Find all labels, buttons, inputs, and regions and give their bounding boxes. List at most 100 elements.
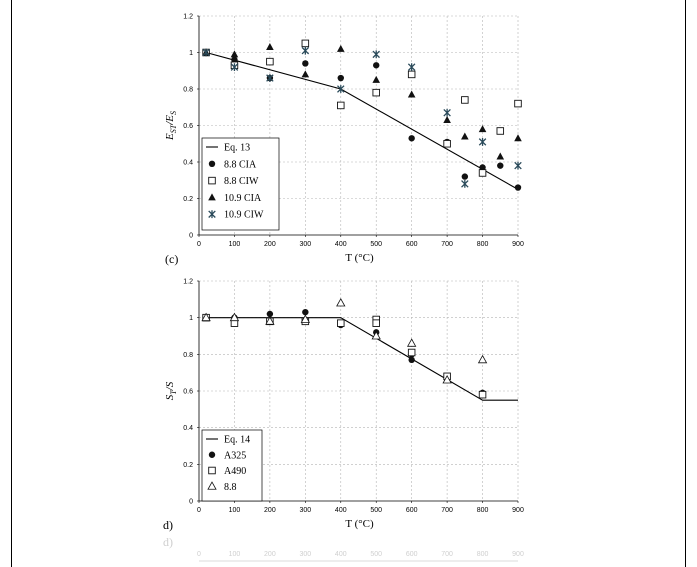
legend-label: Eq. 14 — [224, 435, 250, 446]
data-point — [336, 44, 345, 52]
x-tick-label: 200 — [264, 241, 276, 248]
data-point — [408, 356, 415, 364]
x-tick-label: 400 — [335, 507, 347, 514]
data-point — [478, 169, 487, 177]
data-point — [337, 74, 344, 82]
page-border-right — [685, 0, 686, 567]
y-tick-label: 0.2 — [183, 196, 193, 203]
x-axis-label: T (°C) — [345, 252, 374, 264]
data-point — [302, 308, 309, 316]
y-tick-label: 1.2 — [183, 14, 193, 21]
x-tick-label: 200 — [264, 507, 276, 514]
data-point — [496, 152, 505, 160]
legend-label: A490 — [224, 466, 246, 477]
legend-label: Eq. 13 — [224, 143, 250, 154]
x-tick-label: 300 — [299, 241, 311, 248]
ghost-tick-label: 700 — [441, 551, 453, 558]
data-point — [461, 96, 469, 104]
x-tick-label: 600 — [406, 241, 418, 248]
data-point — [372, 75, 381, 83]
data-point — [302, 60, 309, 67]
y-axis-label: ST/S — [164, 381, 178, 400]
data-point — [337, 85, 345, 93]
data-point — [478, 138, 487, 146]
data-point — [477, 354, 488, 364]
data-point — [514, 99, 522, 108]
ghost-tick-label: 800 — [477, 551, 489, 558]
data-point — [443, 108, 451, 117]
data-point — [407, 63, 416, 71]
x-tick-label: 0 — [197, 241, 201, 248]
y-tick-label: 0.4 — [183, 160, 193, 167]
legend-swatch — [208, 466, 216, 475]
data-point — [229, 312, 240, 322]
data-point — [497, 162, 504, 169]
panel-label: d) — [163, 518, 173, 532]
data-point — [479, 164, 486, 171]
y-tick-label: 0.8 — [183, 87, 193, 94]
x-tick-label: 900 — [512, 507, 524, 514]
y-tick-label: 1.2 — [183, 279, 193, 286]
legend-label: 8.8 — [224, 482, 237, 493]
data-point — [301, 70, 310, 78]
data-point — [266, 74, 274, 82]
ghost-tick-label: 400 — [335, 551, 347, 558]
data-point — [266, 57, 274, 66]
legend-label: 10.9 CIW — [224, 210, 264, 221]
x-tick-label: 700 — [441, 507, 453, 514]
ghost-tick-label: 600 — [406, 551, 418, 558]
data-point — [265, 316, 275, 325]
y-tick-label: 0 — [189, 233, 193, 240]
data-point — [442, 374, 452, 384]
ghost-tick-label: 900 — [512, 551, 524, 558]
data-point — [202, 48, 210, 57]
data-point — [230, 63, 239, 71]
legend-swatch — [208, 160, 216, 167]
y-tick-label: 1 — [189, 50, 193, 57]
x-tick-label: 700 — [441, 241, 453, 248]
chart-panel-1: 0 100 200 300 400 500 600 700 800 900 0 0.2 0.4 0.6 0.… — [164, 14, 524, 267]
y-tick-label: 0.4 — [183, 425, 193, 432]
y-tick-label: 0 — [189, 499, 193, 506]
y-tick-label: 0.8 — [183, 352, 193, 359]
y-tick-label: 0.6 — [183, 123, 193, 130]
x-tick-label: 500 — [370, 507, 382, 514]
x-tick-label: 800 — [477, 241, 489, 248]
data-point — [301, 46, 310, 55]
ghost-tick-label: 0 — [197, 551, 201, 558]
x-tick-label: 900 — [512, 241, 524, 248]
chart-panel-2: 0 100 200 300 400 500 600 700 800 900 0 0.2 0.4 0.6 0.… — [163, 279, 524, 533]
legend-label: A325 — [224, 450, 246, 461]
data-point — [372, 88, 380, 97]
legend-swatch — [207, 481, 217, 490]
legend-label: 8.8 CIA — [224, 159, 257, 170]
data-point — [496, 127, 505, 135]
x-tick-label: 500 — [370, 241, 382, 248]
x-tick-label: 800 — [477, 507, 489, 514]
data-point — [478, 390, 487, 399]
y-tick-label: 0.2 — [183, 462, 193, 469]
ghost-tick-label: 100 — [229, 551, 241, 558]
x-tick-label: 0 — [197, 507, 201, 514]
data-point — [373, 62, 380, 69]
ghost-panel-label: d) — [163, 535, 173, 549]
ghost-tick-label: 200 — [264, 551, 276, 558]
data-point — [337, 319, 345, 327]
data-point — [266, 310, 274, 318]
legend-swatch — [208, 176, 216, 185]
data-point — [461, 180, 469, 188]
data-point — [514, 134, 522, 142]
ghost-tick-label: 300 — [299, 551, 311, 558]
x-tick-label: 100 — [229, 241, 241, 248]
data-point — [407, 90, 416, 98]
data-point — [336, 297, 346, 307]
series-line — [206, 317, 518, 401]
data-point — [301, 39, 310, 48]
legend-label: 8.8 CIW — [224, 176, 259, 187]
ghost-tick-label: 500 — [370, 551, 382, 558]
panel-label: (c) — [165, 252, 178, 266]
data-point — [406, 338, 417, 347]
data-point — [407, 348, 416, 357]
data-point — [266, 43, 274, 51]
